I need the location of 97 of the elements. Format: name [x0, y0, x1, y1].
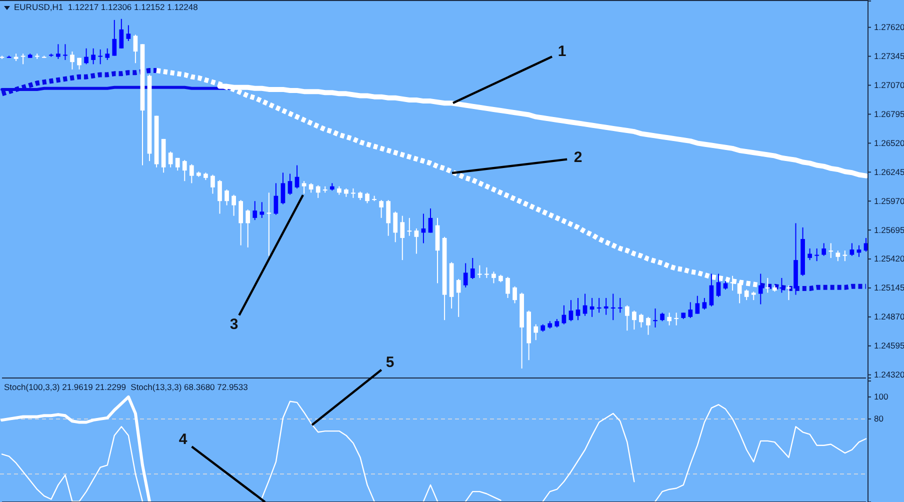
candlestick	[63, 44, 68, 60]
candlestick	[506, 276, 510, 298]
candlestick	[568, 300, 574, 322]
candlestick	[189, 164, 194, 184]
candlestick	[624, 304, 630, 332]
candlestick	[814, 248, 820, 262]
candlestick	[246, 209, 250, 248]
candlestick	[70, 51, 74, 70]
candlestick	[119, 18, 124, 49]
candlestick	[695, 295, 700, 314]
annotation: 5	[386, 354, 394, 371]
candlestick	[379, 200, 384, 218]
candlestick	[386, 200, 391, 236]
candlestick	[252, 200, 258, 221]
candlestick	[133, 34, 138, 64]
candlestick	[84, 48, 88, 65]
candlestick	[716, 273, 721, 298]
candlestick	[765, 277, 770, 294]
candlestick	[182, 160, 187, 182]
y-tick-label: 1.26795	[874, 108, 904, 119]
candlestick	[112, 19, 117, 56]
chart-title: Stoch(100,3,3) 21.9619 21.2299 Stoch(13,3,3) 68.3680 72.9533	[4, 382, 248, 392]
candlestick	[232, 194, 236, 216]
candlestick	[828, 242, 834, 258]
chart-title: EURUSD,H1 1.12217 1.12306 1.12152 1.12248	[14, 2, 198, 12]
candlestick	[302, 180, 306, 194]
candlestick	[582, 293, 588, 316]
candlestick	[274, 182, 278, 216]
candlestick	[294, 164, 300, 189]
candlestick	[105, 48, 110, 60]
y-tick-label: 100	[874, 392, 888, 402]
candlestick	[688, 302, 693, 318]
y-tick-label: 80	[874, 414, 884, 424]
candlestick	[808, 248, 812, 261]
candlestick	[780, 277, 784, 294]
annotation: 1	[558, 42, 566, 60]
candlestick	[224, 189, 229, 206]
candlestick	[98, 48, 103, 65]
candlestick	[260, 202, 264, 218]
candlestick	[850, 242, 854, 256]
candlestick	[470, 257, 475, 280]
candlestick	[351, 188, 356, 198]
candlestick	[280, 172, 286, 205]
candlestick	[492, 271, 496, 284]
candlestick	[126, 24, 131, 42]
candlestick	[484, 266, 489, 278]
candlestick	[210, 174, 215, 194]
candlestick	[653, 308, 658, 328]
candlestick	[266, 192, 272, 256]
candlestick	[428, 208, 433, 234]
candlestick	[646, 316, 650, 336]
candlestick	[610, 293, 616, 321]
candlestick	[758, 273, 763, 305]
candlestick	[288, 173, 292, 196]
candlestick	[709, 273, 714, 307]
candlestick	[393, 211, 398, 243]
candlestick	[674, 312, 679, 326]
candlestick	[407, 217, 412, 236]
candlestick	[842, 250, 848, 262]
y-tick-label: 1.27345	[874, 51, 904, 62]
candlestick	[400, 215, 405, 261]
candlestick	[822, 242, 826, 256]
candlestick	[786, 284, 791, 301]
candlestick	[477, 264, 482, 278]
annotation: 2	[574, 148, 582, 166]
candlestick	[744, 289, 749, 301]
candlestick	[365, 192, 370, 204]
candlestick	[456, 278, 461, 318]
line-series	[0, 395, 152, 502]
candlestick	[414, 228, 419, 254]
candlestick	[596, 297, 602, 314]
y-tick-label: 1.26245	[874, 166, 904, 177]
candlestick	[604, 297, 608, 316]
candlestick	[175, 157, 180, 172]
candlestick	[618, 297, 622, 314]
annotation: 3	[230, 316, 238, 333]
candlestick	[576, 297, 580, 321]
y-tick-label: 1.24595	[874, 340, 904, 351]
candlestick	[56, 44, 60, 60]
candlestick	[836, 250, 840, 262]
candlestick	[168, 151, 173, 168]
candlestick	[218, 180, 222, 214]
candlestick	[639, 313, 644, 328]
y-tick-label: 1.25145	[874, 282, 904, 293]
candlestick	[632, 310, 636, 330]
annotation: 4	[178, 430, 188, 448]
candlestick	[534, 324, 538, 341]
candlestick	[238, 200, 244, 246]
candlestick	[308, 182, 314, 194]
candlestick	[512, 286, 517, 304]
candlestick	[316, 184, 320, 198]
y-tick-label: 1.25695	[874, 224, 904, 235]
candlestick	[463, 262, 468, 288]
candlestick	[20, 53, 26, 65]
candlestick	[702, 297, 707, 310]
candlestick	[667, 312, 672, 326]
candlestick	[91, 48, 96, 65]
